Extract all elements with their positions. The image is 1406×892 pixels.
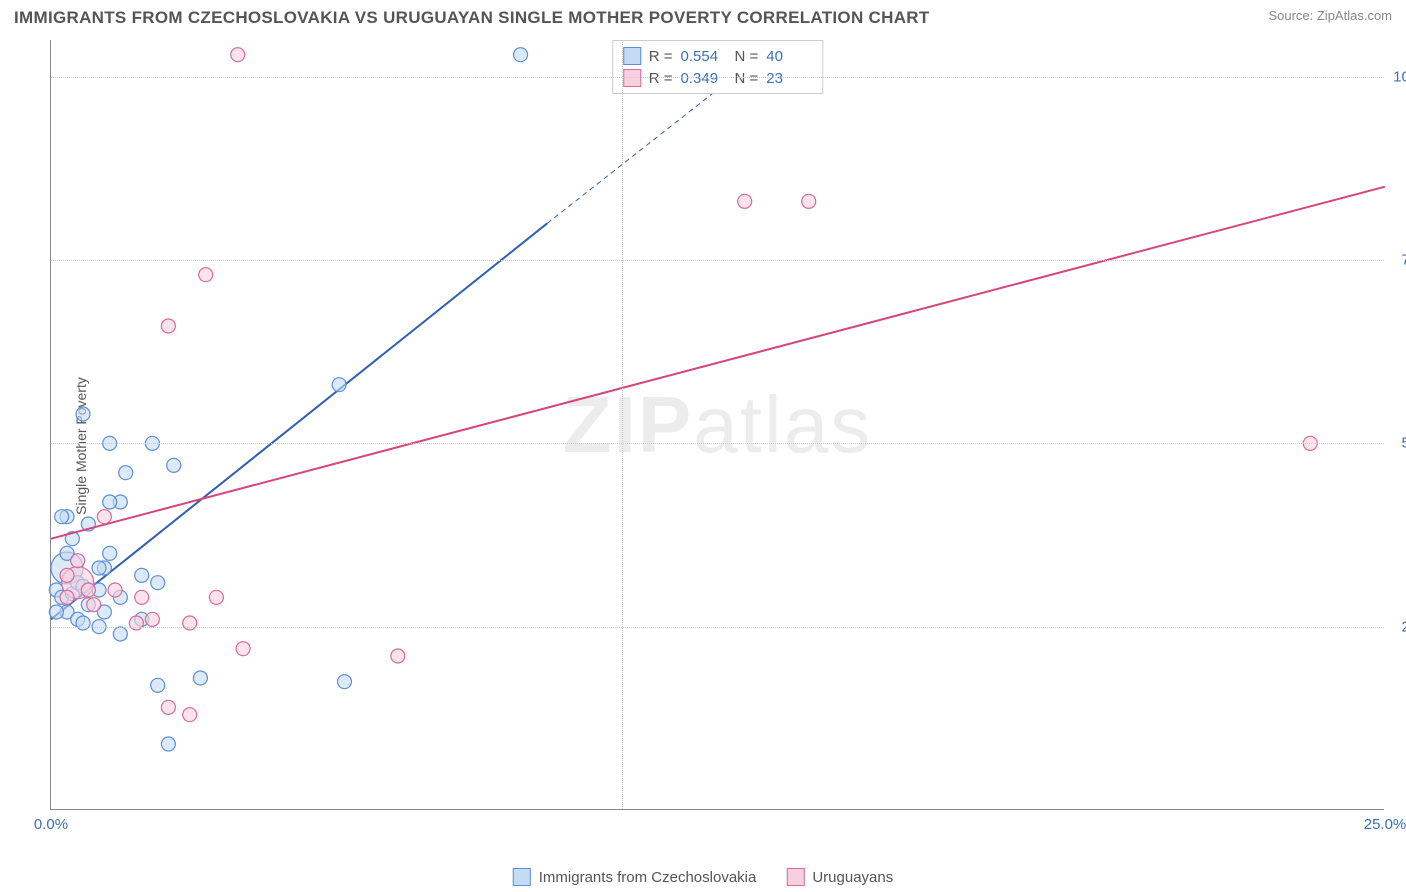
point-czech [103,546,117,560]
y-tick-label: 25.0% [1389,618,1406,635]
gridline-h [51,443,1384,444]
point-uruguay [231,48,245,62]
n-value: 23 [766,70,812,87]
x-tick-label: 25.0% [1364,816,1406,833]
r-value: 0.349 [681,70,727,87]
point-czech [92,561,106,575]
point-uruguay [60,568,74,582]
point-uruguay [738,194,752,208]
point-uruguay [108,583,122,597]
point-uruguay [71,554,85,568]
point-czech [135,568,149,582]
n-value: 40 [766,48,812,65]
point-czech [113,627,127,641]
legend-item-uruguay: Uruguayans [786,868,893,886]
point-czech [337,675,351,689]
chart-svg [51,40,1384,809]
point-czech [193,671,207,685]
r-label: R = [649,48,673,65]
swatch-czech-icon [623,47,641,65]
point-czech [151,576,165,590]
plot-area: ZIPatlas R =0.554N =40R =0.349N =23 25.0… [50,40,1384,810]
trend-line-czech [51,223,547,619]
point-uruguay [135,590,149,604]
gridline-v [622,40,623,809]
point-czech [514,48,528,62]
point-uruguay [161,700,175,714]
legend-item-czech: Immigrants from Czechoslovakia [513,868,757,886]
n-label: N = [735,70,759,87]
legend-label: Immigrants from Czechoslovakia [539,869,757,886]
point-uruguay [199,268,213,282]
gridline-h [51,260,1384,261]
point-uruguay [209,590,223,604]
swatch-czech-icon [513,868,531,886]
point-czech [119,466,133,480]
point-uruguay [60,590,74,604]
point-uruguay [87,598,101,612]
point-czech [49,605,63,619]
swatch-uruguay-icon [786,868,804,886]
r-label: R = [649,70,673,87]
x-tick-label: 0.0% [34,816,68,833]
point-uruguay [129,616,143,630]
point-czech [76,616,90,630]
legend-label: Uruguayans [812,869,893,886]
point-czech [332,378,346,392]
legend-corr-row-czech: R = 0.554 N = 40 [623,45,813,67]
gridline-h [51,77,1384,78]
y-tick-label: 100.0% [1389,68,1406,85]
y-tick-label: 50.0% [1389,435,1406,452]
point-uruguay [183,616,197,630]
legend-corr-row-uruguay: R = 0.349 N = 23 [623,67,813,89]
point-uruguay [391,649,405,663]
point-uruguay [145,612,159,626]
point-czech [55,510,69,524]
trend-ext-czech [547,77,734,224]
point-uruguay [161,319,175,333]
point-uruguay [802,194,816,208]
point-czech [161,737,175,751]
point-czech [103,495,117,509]
point-czech [167,458,181,472]
r-value: 0.554 [681,48,727,65]
legend-series: Immigrants from Czechoslovakia Uruguayans [513,868,893,886]
point-czech [76,407,90,421]
trend-line-uruguay [51,187,1385,539]
chart-title: IMMIGRANTS FROM CZECHOSLOVAKIA VS URUGUA… [14,8,930,28]
point-uruguay [97,510,111,524]
swatch-uruguay-icon [623,69,641,87]
gridline-h [51,627,1384,628]
legend-correlation: R = 0.554 N = 40 R = 0.349 N = 23 [612,40,824,94]
n-label: N = [735,48,759,65]
point-uruguay [183,708,197,722]
point-uruguay [81,583,95,597]
source-text: Source: ZipAtlas.com [1268,8,1392,23]
y-tick-label: 75.0% [1389,252,1406,269]
point-czech [151,678,165,692]
point-uruguay [236,642,250,656]
